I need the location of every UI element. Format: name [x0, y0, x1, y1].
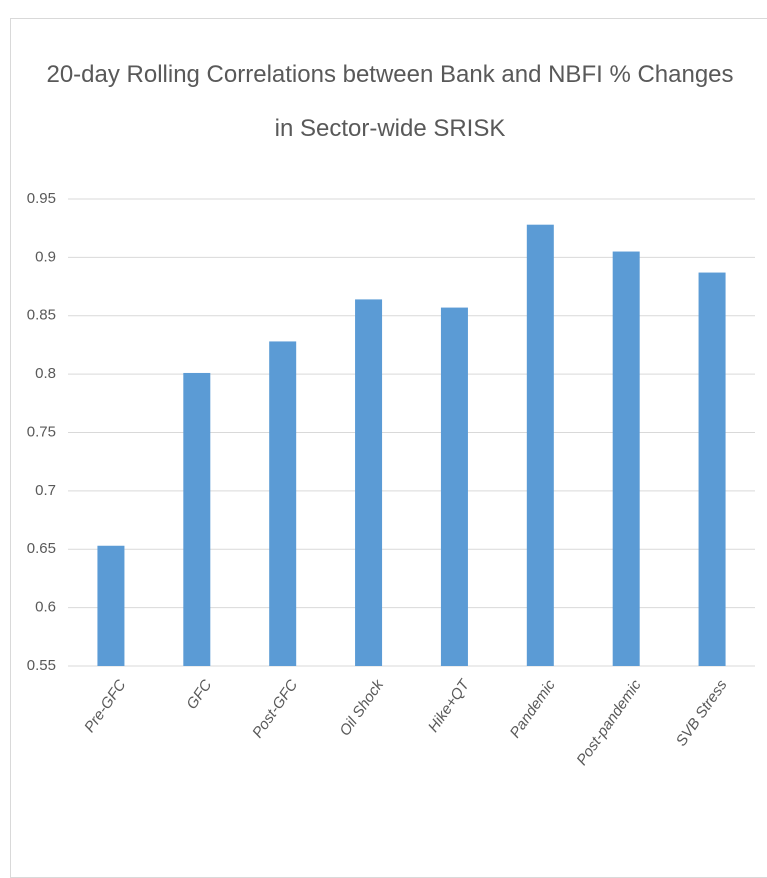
- x-tick-label: Post-GFC: [249, 677, 301, 742]
- bar: [183, 372, 211, 666]
- x-tick-label: Pre-GFC: [81, 677, 129, 736]
- y-tick-label: 0.65: [27, 540, 56, 557]
- bar: [612, 251, 640, 666]
- y-tick-label: 0.9: [35, 248, 56, 265]
- y-tick-label: 0.8: [35, 365, 56, 382]
- bar: [97, 545, 125, 666]
- y-tick-label: 0.85: [27, 307, 56, 324]
- bar: [526, 224, 554, 666]
- y-tick-label: 0.7: [35, 482, 56, 499]
- chart-title: 20-day Rolling Correlations between Bank…: [46, 61, 734, 142]
- chart: 0.55 0.6 0.65 0.7 0.75 0.8 0.85 0.9 0.95 Pre-GFC G…: [27, 190, 755, 769]
- bar: [698, 272, 726, 666]
- x-tick-label: Oil Shock: [336, 676, 388, 740]
- x-tick-label: Hike+QT: [425, 675, 474, 735]
- page: {"chart_data": {"type": "bar", "title": …: [10, 18, 767, 878]
- y-tick-label: 0.55: [27, 657, 56, 674]
- x-tick-label: SVB Stress: [673, 676, 731, 749]
- y-tick-label: 0.6: [35, 599, 56, 616]
- x-tick-label: Post-pandemic: [573, 676, 645, 768]
- x-tick-label: Pandemic: [507, 676, 559, 741]
- bar: [355, 299, 383, 666]
- x-tick-label: GFC: [183, 677, 215, 713]
- y-tick-label: 0.95: [27, 190, 56, 207]
- bar: [440, 307, 468, 666]
- y-tick-label: 0.75: [27, 423, 56, 440]
- bar: [269, 341, 297, 666]
